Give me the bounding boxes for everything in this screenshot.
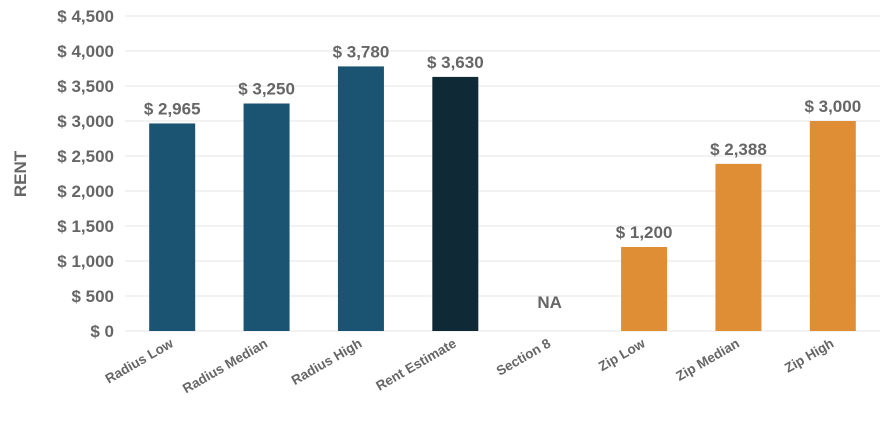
bar — [809, 121, 856, 331]
x-tick-label: Radius Low — [103, 335, 177, 386]
x-tick-label: Radius High — [289, 336, 365, 388]
x-tick-label: Zip High — [782, 336, 836, 376]
y-axis-tick-labels: $ 0 $ 500 $ 1,000 $ 1,500 $ 2,000 $ 2,500 $ 3,… — [57, 7, 114, 341]
x-tick-label: Zip Low — [596, 335, 648, 374]
y-tick-label: $ 0 — [90, 322, 114, 341]
x-tick-label: Zip Median — [673, 336, 742, 384]
bar — [149, 123, 196, 331]
data-label: $ 3,000 — [804, 97, 861, 116]
gridlines — [125, 15, 880, 332]
x-tick-label: Radius Median — [180, 336, 270, 397]
y-tick-label: $ 4,500 — [57, 7, 114, 26]
data-labels: $ 2,965 $ 3,250 $ 3,780 $ 3,630 NA $ 1,200 $ 2… — [144, 42, 861, 312]
y-tick-label: $ 2,500 — [57, 147, 114, 166]
bar — [337, 66, 384, 332]
x-tick-label: Section 8 — [494, 335, 554, 378]
data-label: $ 2,965 — [144, 99, 201, 118]
data-label: NA — [537, 293, 562, 312]
x-axis-tick-labels: Radius Low Radius Median Radius High Rent E… — [103, 335, 837, 396]
bar — [243, 103, 290, 331]
data-label: $ 3,780 — [333, 42, 390, 61]
data-label: $ 3,250 — [238, 80, 295, 99]
x-tick-label: Rent Estimate — [373, 335, 459, 393]
y-tick-label: $ 4,000 — [57, 42, 114, 61]
bar — [621, 247, 668, 331]
y-axis-title: RENT — [11, 150, 30, 197]
y-tick-label: $ 3,000 — [57, 112, 114, 131]
y-tick-label: $ 2,000 — [57, 182, 114, 201]
bar — [715, 163, 762, 331]
data-label: $ 3,630 — [427, 53, 484, 72]
y-tick-label: $ 3,500 — [57, 77, 114, 96]
bars — [149, 66, 856, 332]
data-label: $ 2,388 — [710, 140, 767, 159]
y-tick-label: $ 500 — [71, 287, 114, 306]
data-label: $ 1,200 — [616, 223, 673, 242]
bar — [432, 76, 479, 332]
y-tick-label: $ 1,500 — [57, 217, 114, 236]
y-tick-label: $ 1,000 — [57, 252, 114, 271]
